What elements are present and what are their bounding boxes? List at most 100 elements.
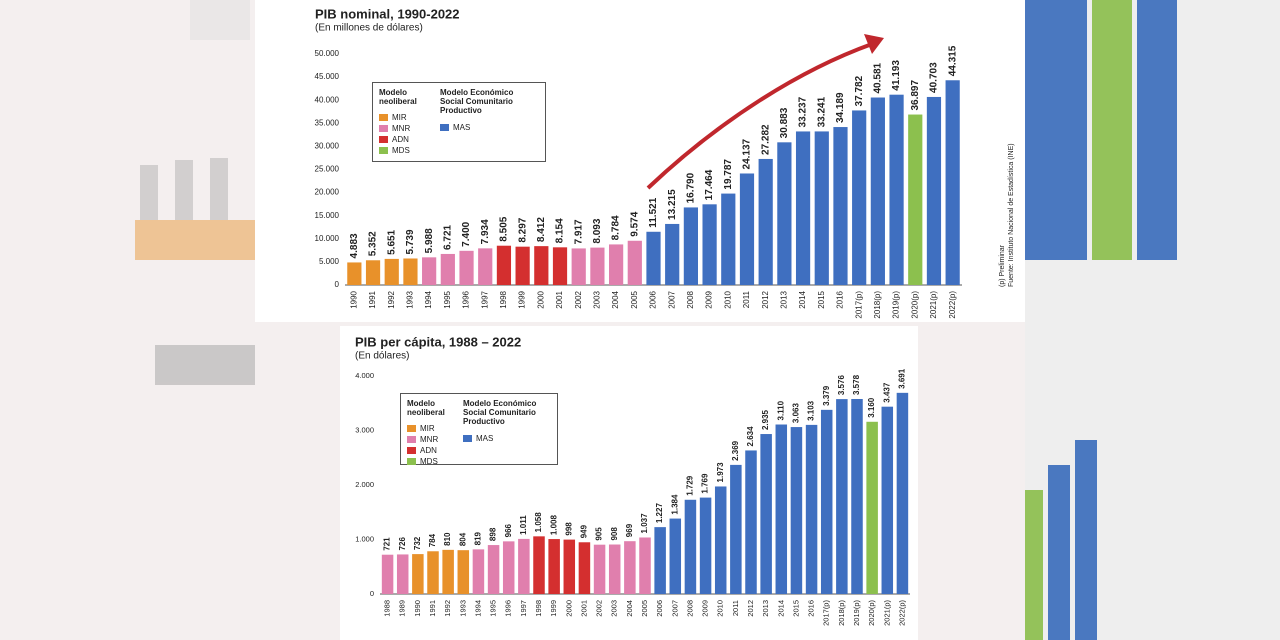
bar bbox=[702, 204, 717, 285]
x-tick-label: 1996 bbox=[504, 600, 513, 617]
value-label: 33.241 bbox=[816, 96, 827, 127]
value-label: 3.110 bbox=[776, 400, 785, 420]
bar bbox=[926, 96, 942, 285]
bar bbox=[427, 551, 439, 594]
y-tick-label: 4.000 bbox=[355, 371, 374, 380]
value-label: 13.215 bbox=[667, 189, 678, 220]
bar bbox=[836, 399, 848, 594]
legend-swatch bbox=[407, 447, 416, 455]
bar bbox=[683, 207, 698, 285]
value-label: 30.883 bbox=[779, 107, 790, 138]
value-label: 721 bbox=[383, 537, 392, 551]
value-label: 3.063 bbox=[792, 402, 801, 423]
value-label: 2.369 bbox=[731, 440, 740, 461]
value-label: 16.790 bbox=[686, 172, 697, 203]
x-tick-label: 2011 bbox=[731, 600, 740, 616]
bar bbox=[534, 246, 549, 285]
arrow-head bbox=[864, 34, 884, 54]
bar bbox=[593, 544, 606, 594]
y-tick-label: 0 bbox=[370, 589, 374, 598]
legend-label: MAS bbox=[453, 122, 471, 132]
value-label: 5.651 bbox=[386, 229, 397, 254]
x-tick-label: 2007 bbox=[670, 600, 679, 617]
x-tick-label: 2004 bbox=[611, 290, 620, 308]
bar bbox=[721, 193, 736, 285]
note-source: Fuente: Instituto Nacional de Estadístic… bbox=[1008, 143, 1015, 287]
x-tick-label: 2012 bbox=[746, 600, 755, 617]
bar bbox=[699, 497, 712, 594]
x-tick-label: 1998 bbox=[499, 290, 508, 308]
bar bbox=[896, 392, 909, 594]
value-label: 33.237 bbox=[798, 96, 809, 127]
bar bbox=[396, 554, 409, 594]
bar bbox=[533, 536, 545, 594]
legend-swatch bbox=[379, 147, 388, 155]
value-label: 966 bbox=[504, 523, 513, 537]
x-tick-label: 2015 bbox=[791, 600, 800, 617]
x-tick-label: 2020(p) bbox=[910, 291, 919, 319]
value-label: 784 bbox=[428, 533, 437, 547]
bar bbox=[654, 527, 666, 594]
value-label: 40.703 bbox=[929, 62, 940, 93]
legend: Modelo neoliberal MIR MNR ADN MDS Modelo Econ… bbox=[372, 82, 546, 162]
bar bbox=[775, 424, 788, 594]
trend-arrow bbox=[646, 42, 873, 190]
bar bbox=[684, 499, 697, 594]
value-label: 3.576 bbox=[837, 375, 846, 396]
bar bbox=[440, 253, 455, 285]
x-tick-label: 2022(p) bbox=[897, 600, 906, 626]
y-tick-label: 45.000 bbox=[315, 72, 340, 81]
legend-swatch bbox=[379, 136, 388, 144]
value-label: 3.103 bbox=[807, 400, 816, 421]
value-label: 969 bbox=[625, 523, 634, 537]
x-tick-label: 1992 bbox=[443, 600, 452, 617]
legend-label: ADN bbox=[392, 135, 409, 145]
value-label: 8.093 bbox=[592, 218, 603, 243]
x-tick-label: 2020(p) bbox=[867, 600, 876, 626]
value-label: 3.160 bbox=[867, 397, 876, 418]
y-tick-label: 0 bbox=[335, 280, 340, 289]
x-tick-label: 1996 bbox=[462, 290, 471, 308]
bar bbox=[669, 518, 682, 594]
x-tick-label: 2003 bbox=[593, 290, 602, 308]
left-backdrop bbox=[135, 0, 255, 385]
x-tick-label: 2008 bbox=[685, 600, 694, 617]
bar bbox=[758, 158, 773, 285]
x-tick-label: 1988 bbox=[383, 600, 392, 617]
value-label: 6.721 bbox=[442, 224, 453, 249]
x-tick-label: 1991 bbox=[368, 290, 377, 308]
bar bbox=[646, 231, 661, 285]
bar bbox=[881, 406, 894, 594]
value-label: 5.352 bbox=[368, 231, 379, 256]
x-tick-label: 1990 bbox=[413, 600, 422, 617]
x-tick-label: 2011 bbox=[742, 290, 751, 308]
x-tick-label: 2005 bbox=[630, 290, 639, 308]
x-tick-label: 1999 bbox=[518, 290, 527, 308]
legend-group: Modelo neoliberal MIR MNR ADN MDS bbox=[407, 399, 451, 466]
value-label: 44.315 bbox=[947, 45, 958, 76]
bar bbox=[384, 258, 399, 285]
legend-group: Modelo neoliberal MIR MNR ADN MDS bbox=[379, 88, 428, 156]
bar bbox=[442, 549, 454, 594]
x-tick-label: 2008 bbox=[686, 290, 695, 308]
x-tick-label: 1999 bbox=[549, 600, 558, 617]
bar bbox=[608, 544, 621, 594]
bar bbox=[714, 486, 727, 594]
bar bbox=[639, 537, 651, 594]
value-label: 36.897 bbox=[910, 80, 921, 111]
bar bbox=[487, 545, 500, 594]
x-tick-label: 2015 bbox=[817, 290, 826, 308]
bar bbox=[459, 250, 474, 285]
bar bbox=[790, 427, 803, 594]
legend-label: MNR bbox=[392, 124, 411, 134]
x-tick-label: 2021(p) bbox=[882, 600, 891, 626]
bar bbox=[422, 257, 437, 285]
chart-subtitle: (En dólares) bbox=[355, 351, 409, 362]
x-tick-label: 2001 bbox=[555, 290, 564, 308]
bar bbox=[820, 409, 833, 594]
value-label: 3.379 bbox=[822, 385, 831, 406]
legend-swatch bbox=[407, 436, 416, 444]
x-tick-label: 2013 bbox=[761, 600, 770, 617]
value-label: 1.769 bbox=[701, 473, 710, 494]
